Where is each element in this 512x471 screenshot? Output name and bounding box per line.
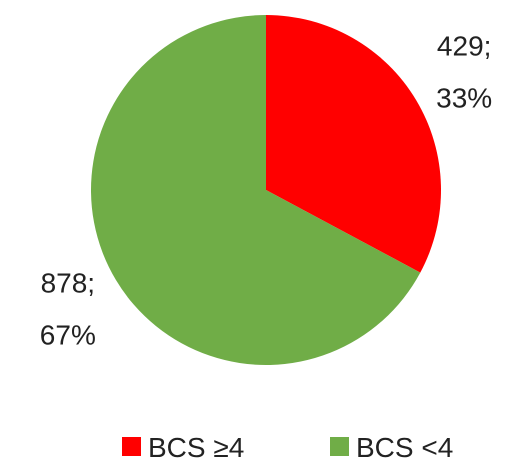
legend-label: BCS ≥4	[148, 432, 244, 463]
pie-slice	[91, 15, 421, 365]
legend-swatch	[122, 437, 141, 456]
data-label: 878; 67%	[40, 268, 96, 351]
legend-label: BCS <4	[356, 432, 453, 463]
pie-slice	[266, 15, 441, 273]
data-label-line: 429;	[437, 30, 492, 61]
data-label: 429; 33%	[436, 30, 492, 113]
data-label-line: 67%	[40, 320, 96, 351]
legend-swatch	[330, 437, 349, 456]
data-label-line: 878;	[41, 268, 96, 299]
data-label-line: 33%	[436, 82, 492, 113]
